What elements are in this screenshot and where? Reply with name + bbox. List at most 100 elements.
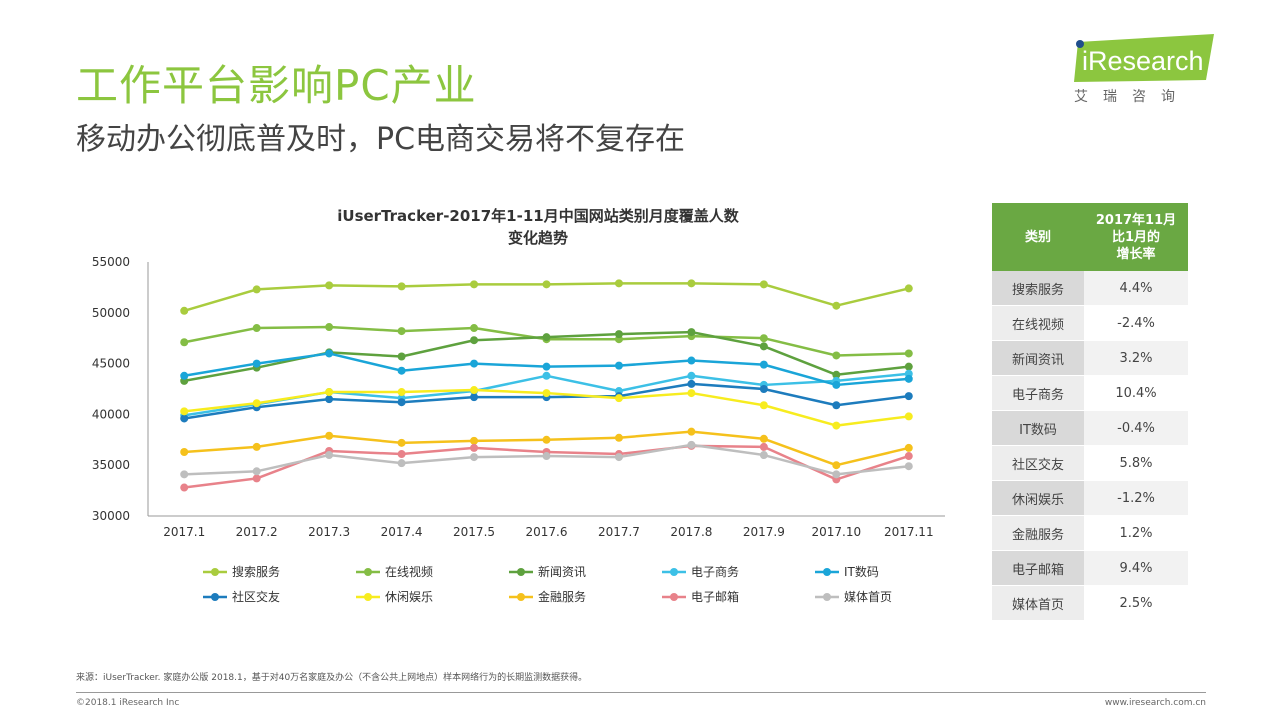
- table-row: 电子邮箱 9.4%: [992, 550, 1188, 586]
- data-point: [759, 385, 768, 393]
- data-point: [252, 285, 261, 294]
- data-point: [832, 470, 841, 479]
- footer-divider: [76, 692, 1206, 693]
- row-growth: 10.4%: [1084, 375, 1188, 411]
- page-title: 工作平台影响PC产业: [76, 61, 477, 110]
- data-point: [542, 362, 551, 371]
- data-point: [180, 371, 189, 380]
- legend-swatch-marker: [517, 593, 525, 601]
- x-tick-label: 2017.1: [163, 525, 205, 539]
- x-tick-label: 2017.6: [526, 525, 568, 539]
- data-point: [759, 401, 768, 410]
- legend-swatch-marker: [823, 568, 831, 576]
- data-point: [252, 442, 261, 451]
- data-point: [687, 440, 696, 449]
- data-point: [542, 280, 551, 289]
- y-tick-label: 40000: [92, 407, 130, 421]
- row-category: 社区交友: [992, 445, 1084, 481]
- data-point: [832, 351, 841, 360]
- data-point: [614, 394, 623, 403]
- table-row: 电子商务 10.4%: [992, 375, 1188, 411]
- data-point: [542, 389, 551, 398]
- data-point: [759, 280, 768, 289]
- data-point: [687, 379, 696, 388]
- legend-item: 社区交友: [203, 589, 280, 604]
- legend-label: 社区交友: [232, 589, 280, 604]
- data-point: [904, 374, 913, 383]
- legend-item: 金融服务: [509, 589, 586, 604]
- table-row: 媒体首页 2.5%: [992, 585, 1188, 621]
- data-point: [759, 434, 768, 443]
- legend-item: 电子商务: [662, 564, 739, 579]
- data-point: [325, 395, 334, 404]
- growth-table: 类别 2017年11月 比1月的 增长率 搜索服务 4.4% 在线视频 -2.4% …: [992, 203, 1188, 621]
- row-category: 媒体首页: [992, 585, 1084, 621]
- data-point: [687, 371, 696, 380]
- legend-swatch-marker: [211, 593, 219, 601]
- data-point: [325, 281, 334, 290]
- legend-label: 新闻资讯: [538, 564, 586, 579]
- data-point: [470, 436, 479, 445]
- y-tick-label: 50000: [92, 306, 130, 320]
- data-point: [759, 442, 768, 451]
- x-tick-label: 2017.11: [884, 525, 934, 539]
- series-1: [180, 279, 913, 315]
- legend-swatch-marker: [517, 568, 525, 576]
- y-tick-label: 30000: [92, 509, 130, 523]
- legend-label: 搜索服务: [232, 564, 280, 579]
- legend-label: 电子邮箱: [691, 589, 739, 604]
- x-tick-label: 2017.8: [670, 525, 712, 539]
- data-point: [252, 324, 261, 333]
- series-8: [180, 427, 913, 470]
- data-point: [470, 393, 479, 402]
- data-point: [904, 443, 913, 452]
- legend-swatch-marker: [364, 568, 372, 576]
- data-point: [759, 451, 768, 460]
- legend-item: 电子邮箱: [662, 589, 739, 604]
- data-point: [397, 459, 406, 468]
- data-point: [759, 360, 768, 369]
- legend-item: 在线视频: [356, 564, 433, 579]
- data-point: [904, 462, 913, 471]
- data-point: [759, 334, 768, 343]
- legend-swatch-marker: [670, 593, 678, 601]
- legend-label: 在线视频: [385, 564, 433, 579]
- x-tick-label: 2017.10: [812, 525, 862, 539]
- legend-item: IT数码: [815, 564, 879, 579]
- table-header-growth: 2017年11月 比1月的 增长率: [1084, 203, 1188, 271]
- data-point: [542, 333, 551, 342]
- data-point: [470, 386, 479, 395]
- website-link[interactable]: www.iresearch.com.cn: [1104, 698, 1206, 708]
- row-category: 电子邮箱: [992, 550, 1084, 586]
- row-growth: -1.2%: [1084, 480, 1188, 516]
- data-point: [397, 327, 406, 336]
- data-point: [687, 279, 696, 288]
- data-point: [397, 388, 406, 397]
- data-point: [470, 280, 479, 289]
- data-point: [832, 380, 841, 389]
- data-point: [614, 361, 623, 370]
- table-row: 搜索服务 4.4%: [992, 271, 1188, 306]
- chart-title: iUserTracker-2017年1-11月中国网站类别月度覆盖人数: [337, 207, 739, 225]
- data-point: [397, 352, 406, 361]
- header-line-2: 比1月的: [1111, 229, 1161, 245]
- x-tick-label: 2017.3: [308, 525, 350, 539]
- x-tick-label: 2017.9: [743, 525, 785, 539]
- legend-swatch-marker: [670, 568, 678, 576]
- row-category: 新闻资讯: [992, 340, 1084, 376]
- data-point: [904, 362, 913, 371]
- data-point: [614, 433, 623, 442]
- chart-subtitle: 变化趋势: [508, 229, 568, 247]
- y-tick-label: 35000: [92, 458, 130, 472]
- data-point: [180, 470, 189, 479]
- series-10: [180, 440, 913, 479]
- y-tick-label: 55000: [92, 255, 130, 269]
- x-tick-label: 2017.4: [381, 525, 423, 539]
- data-point: [904, 284, 913, 293]
- row-category: 休闲娱乐: [992, 480, 1084, 516]
- data-point: [687, 427, 696, 436]
- data-point: [397, 438, 406, 447]
- row-growth: 2.5%: [1084, 585, 1188, 621]
- data-point: [470, 336, 479, 345]
- series-2: [180, 323, 913, 360]
